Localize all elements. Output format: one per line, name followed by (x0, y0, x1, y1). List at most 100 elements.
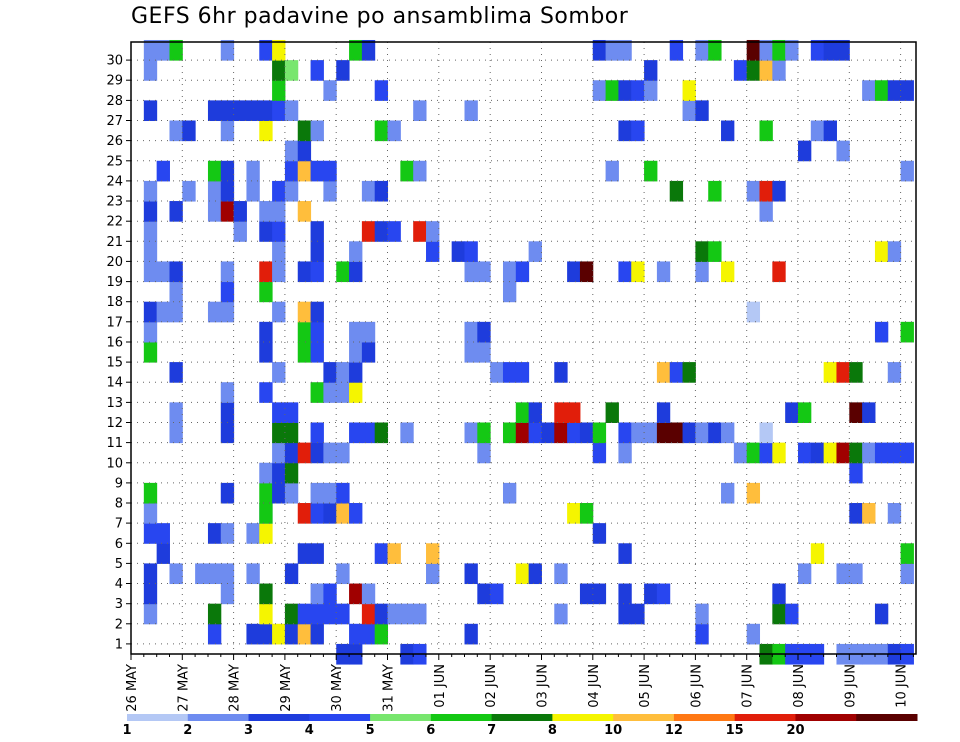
heatmap-cell (708, 180, 722, 202)
heatmap-cell (695, 39, 709, 61)
heatmap-cell (669, 362, 684, 383)
heatmap-cell (284, 100, 299, 122)
heatmap-cell (797, 402, 812, 423)
heatmap-cell (220, 301, 235, 323)
heatmap-cell (323, 442, 337, 464)
y-tick-label: 25 (106, 154, 123, 169)
heatmap-cell (195, 563, 209, 585)
heatmap-cell (143, 583, 158, 605)
heatmap-cell (297, 442, 312, 464)
heatmap-cell (682, 422, 696, 444)
heatmap-cell (220, 120, 235, 142)
heatmap-cell (310, 623, 324, 645)
heatmap-cell (618, 39, 632, 61)
heatmap-cell (310, 301, 324, 323)
heatmap-cell (323, 503, 337, 524)
heatmap-cell (823, 362, 837, 383)
heatmap-cell (477, 583, 491, 605)
heatmap-cell (207, 563, 222, 585)
y-tick-label: 5 (115, 557, 123, 572)
heatmap-cell (169, 362, 183, 383)
heatmap-cell (477, 341, 491, 363)
heatmap-cell (297, 623, 312, 645)
heatmap-cell (413, 221, 427, 242)
heatmap-cell (143, 603, 158, 625)
heatmap-cell (272, 201, 286, 222)
heatmap-cell (323, 362, 337, 383)
heatmap-cell (259, 100, 273, 122)
chart-title: GEFS 6hr padavine po ansamblima Sombor (131, 4, 629, 29)
heatmap-cell (284, 60, 299, 81)
heatmap-cell (220, 180, 235, 202)
heatmap-cell (579, 583, 594, 605)
x-tick-label: 26 MAY (125, 664, 140, 712)
heatmap-cell (669, 422, 684, 444)
heatmap-cell (528, 241, 542, 262)
heatmap-cell (323, 180, 337, 202)
heatmap-cell (900, 80, 914, 101)
heatmap-cell (862, 402, 876, 423)
y-tick-label: 17 (106, 315, 123, 330)
heatmap-cell (156, 543, 170, 564)
heatmap-cell (220, 422, 235, 444)
heatmap-cell (644, 583, 658, 605)
heatmap-cell (849, 442, 863, 464)
heatmap-cell (336, 563, 350, 585)
heatmap-cell (374, 603, 389, 625)
heatmap-cell (207, 301, 222, 323)
heatmap-cell (233, 221, 247, 242)
heatmap-cell (207, 623, 222, 645)
heatmap-cell (746, 301, 761, 323)
heatmap-cell (310, 160, 324, 182)
heatmap-cell (759, 60, 773, 81)
heatmap-cell (631, 603, 645, 625)
y-tick-label: 15 (106, 356, 123, 371)
heatmap-cell (374, 422, 389, 444)
heatmap-cell (400, 160, 414, 182)
heatmap-cell (297, 503, 312, 524)
heatmap-cell (169, 563, 183, 585)
heatmap-cell (721, 422, 735, 444)
heatmap-cell (772, 39, 786, 61)
heatmap-cell (297, 201, 312, 222)
x-tick-label: 06 JUN (689, 664, 704, 708)
heatmap-cell (310, 241, 324, 262)
heatmap-cell (810, 543, 825, 564)
heatmap-cell (772, 261, 786, 283)
x-tick-label: 27 MAY (176, 664, 191, 712)
heatmap-cell (259, 482, 273, 504)
heatmap-cell (143, 301, 158, 323)
heatmap-cell (900, 543, 914, 564)
heatmap-cell (310, 321, 324, 343)
heatmap-cell (310, 120, 324, 142)
heatmap-cell (656, 402, 671, 423)
heatmap-cell (631, 80, 645, 101)
colorbar-segment (248, 714, 310, 721)
x-tick-label: 05 JUN (638, 664, 653, 708)
colorbar-segment (491, 714, 553, 721)
y-tick-label: 10 (106, 456, 123, 471)
heatmap-cell (413, 160, 427, 182)
heatmap-cell (297, 140, 312, 162)
x-tick-label: 01 JUN (433, 664, 448, 708)
heatmap-cell (797, 563, 812, 585)
heatmap-cell (733, 442, 748, 464)
heatmap-cell (387, 221, 401, 242)
heatmap-cell (810, 39, 825, 61)
y-tick-label: 2 (115, 617, 123, 632)
heatmap-cell (259, 261, 273, 283)
heatmap-cell (695, 261, 709, 283)
heatmap-cell (233, 100, 247, 122)
heatmap-cell (862, 442, 876, 464)
heatmap-cell (823, 120, 837, 142)
heatmap-cell (284, 140, 299, 162)
y-tick-label: 13 (106, 396, 123, 411)
heatmap-cell (349, 362, 363, 383)
y-tick-label: 9 (115, 476, 123, 491)
heatmap-cell (323, 382, 337, 403)
heatmap-cell (836, 140, 850, 162)
heatmap-cell (490, 362, 504, 383)
heatmap-cell (259, 603, 273, 625)
heatmap-cell (567, 261, 581, 283)
heatmap-cell (618, 422, 632, 444)
